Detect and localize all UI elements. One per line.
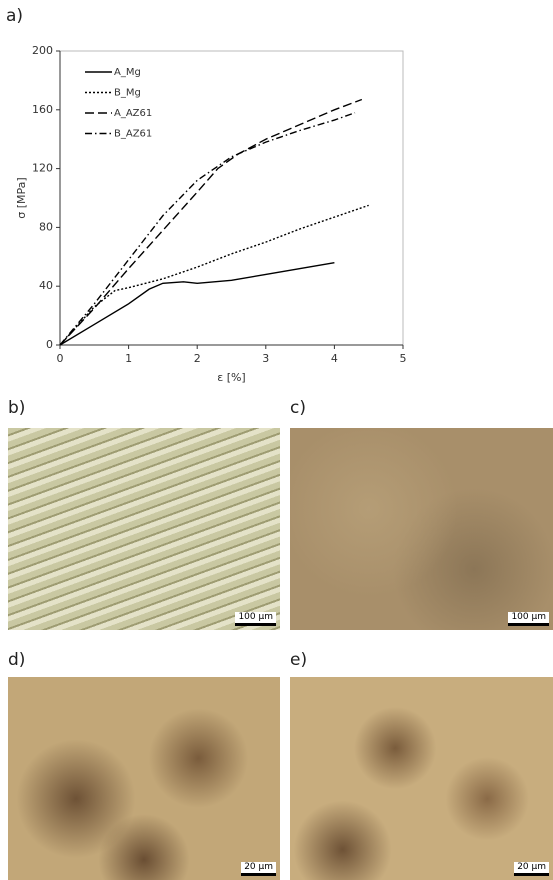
y-tick-label: 40 xyxy=(39,279,53,292)
micrograph: 100 µm xyxy=(8,428,280,630)
line xyxy=(59,261,335,346)
line xyxy=(59,112,356,346)
y-axis-label: σ [MPa] xyxy=(15,177,28,218)
legend-label: B_Mg xyxy=(114,88,141,99)
plot-area xyxy=(59,50,404,346)
scale-bar: 20 µm xyxy=(514,862,549,876)
x-tick-label: 1 xyxy=(125,352,132,365)
legend-label: A_AZ61 xyxy=(114,108,152,119)
line xyxy=(59,204,369,346)
x-axis-label: ε [%] xyxy=(217,371,245,384)
chart: 0 40 80 120 160 200 0 1 2 3 4 5 ε [%] σ [MPa] A_Mg B_Mg… xyxy=(15,44,407,384)
x-tick-label: 2 xyxy=(194,352,201,365)
panel-label: b) xyxy=(8,398,26,418)
y-tick-label: 200 xyxy=(32,44,53,57)
line xyxy=(59,98,363,346)
legend-label: B_AZ61 xyxy=(114,129,152,140)
micrograph: 100 µm xyxy=(290,428,553,630)
micrograph: 20 µm xyxy=(8,677,280,880)
scale-bar: 100 µm xyxy=(235,612,276,626)
y-tick-label: 160 xyxy=(32,103,53,116)
scale-bar: 20 µm xyxy=(241,862,276,876)
panel-label: d) xyxy=(8,650,26,670)
micrograph: 20 µm xyxy=(290,677,553,880)
y-tick-label: 0 xyxy=(46,338,53,351)
legend-label: A_Mg xyxy=(114,67,141,78)
x-tick-label: 5 xyxy=(400,352,407,365)
x-tick-label: 0 xyxy=(57,352,64,365)
scale-bar: 100 µm xyxy=(508,612,549,626)
x-tick-label: 4 xyxy=(331,352,338,365)
panel-label: c) xyxy=(290,398,306,418)
panel-label: a) xyxy=(6,6,24,26)
panel-label: e) xyxy=(290,650,308,670)
x-tick-label: 3 xyxy=(262,352,269,365)
y-tick-label: 80 xyxy=(39,220,53,233)
y-tick-label: 120 xyxy=(32,162,53,175)
